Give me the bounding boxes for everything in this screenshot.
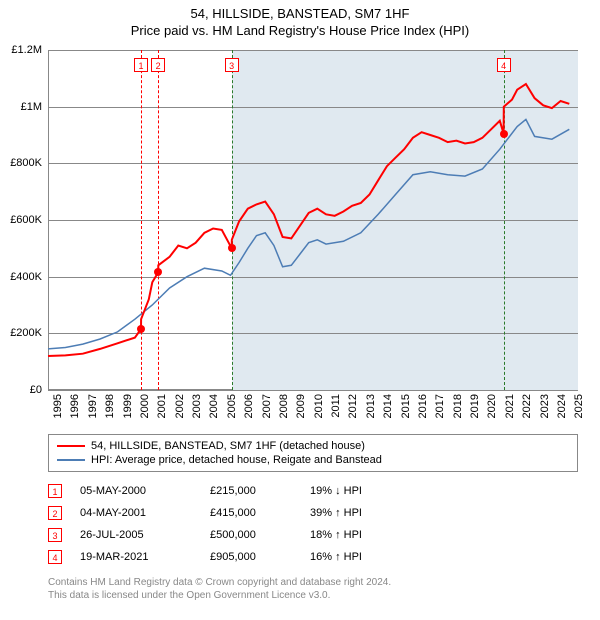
ytick-label: £200K [10, 327, 42, 339]
xtick-label: 2019 [469, 394, 481, 418]
legend: 54, HILLSIDE, BANSTEAD, SM7 1HF (detache… [48, 434, 578, 472]
sale-price: £415,000 [210, 507, 310, 519]
xtick-label: 1996 [69, 394, 81, 418]
xtick-label: 2013 [365, 394, 377, 418]
sale-row: 1 05-MAY-2000£215,00019% ↓ HPI [48, 480, 430, 502]
ytick-label: £400K [10, 271, 42, 283]
ytick-label: £1.2M [11, 44, 42, 56]
chart-container: 54, HILLSIDE, BANSTEAD, SM7 1HF Price pa… [0, 0, 600, 620]
sales-table: 1 05-MAY-2000£215,00019% ↓ HPI 2 04-MAY-200… [48, 480, 430, 568]
chart-area: £0£200K£400K£600K£800K£1M£1.2M1995199619… [48, 50, 578, 390]
xtick-label: 1995 [52, 394, 64, 418]
sale-marker-label: 3 [225, 58, 239, 72]
xtick-label: 1998 [104, 394, 116, 418]
sale-date: 04-MAY-2001 [80, 507, 210, 519]
sale-marker-label: 4 [497, 58, 511, 72]
xtick-label: 2014 [382, 394, 394, 418]
sale-number-icon: 1 [48, 484, 62, 498]
sale-dot [154, 268, 162, 276]
sale-number-icon: 2 [48, 506, 62, 520]
xtick-label: 1999 [122, 394, 134, 418]
xtick-label: 2006 [243, 394, 255, 418]
legend-row: 54, HILLSIDE, BANSTEAD, SM7 1HF (detache… [57, 439, 569, 453]
xtick-label: 2024 [556, 394, 568, 418]
xtick-label: 2025 [573, 394, 585, 418]
xtick-label: 2000 [139, 394, 151, 418]
xtick-label: 2012 [347, 394, 359, 418]
sale-number-icon: 3 [48, 528, 62, 542]
xtick-label: 2005 [226, 394, 238, 418]
sale-pct: 39% ↑ HPI [310, 507, 430, 519]
xtick-label: 2011 [330, 394, 342, 418]
legend-swatch [57, 459, 85, 461]
footer-line: Contains HM Land Registry data © Crown c… [48, 576, 391, 589]
xtick-label: 2003 [191, 394, 203, 418]
ytick-label: £600K [10, 214, 42, 226]
series-lines [48, 50, 578, 390]
sale-row: 3 26-JUL-2005£500,00018% ↑ HPI [48, 524, 430, 546]
xtick-label: 2010 [313, 394, 325, 418]
sale-marker-label: 2 [151, 58, 165, 72]
sale-pct: 19% ↓ HPI [310, 485, 430, 497]
xtick-label: 2021 [504, 394, 516, 418]
footer-attribution: Contains HM Land Registry data © Crown c… [48, 576, 391, 602]
legend-swatch [57, 445, 85, 447]
xtick-label: 1997 [87, 394, 99, 418]
xtick-label: 2001 [156, 394, 168, 418]
xtick-label: 2016 [417, 394, 429, 418]
chart-title: 54, HILLSIDE, BANSTEAD, SM7 1HF [0, 6, 600, 21]
ytick-label: £800K [10, 157, 42, 169]
sale-dot [137, 325, 145, 333]
xtick-label: 2020 [486, 394, 498, 418]
footer-line: This data is licensed under the Open Gov… [48, 589, 391, 602]
legend-label: HPI: Average price, detached house, Reig… [91, 454, 382, 466]
sale-pct: 16% ↑ HPI [310, 551, 430, 563]
sale-date: 26-JUL-2005 [80, 529, 210, 541]
ytick-label: £1M [21, 101, 42, 113]
xtick-label: 2023 [539, 394, 551, 418]
ytick-label: £0 [30, 384, 42, 396]
sale-row: 4 19-MAR-2021£905,00016% ↑ HPI [48, 546, 430, 568]
chart-subtitle: Price paid vs. HM Land Registry's House … [0, 23, 600, 38]
sale-number-icon: 4 [48, 550, 62, 564]
sale-dot [228, 244, 236, 252]
title-block: 54, HILLSIDE, BANSTEAD, SM7 1HF Price pa… [0, 0, 600, 38]
xtick-label: 2008 [278, 394, 290, 418]
sale-dot [500, 130, 508, 138]
sale-date: 19-MAR-2021 [80, 551, 210, 563]
sale-price: £500,000 [210, 529, 310, 541]
xtick-label: 2007 [261, 394, 273, 418]
xtick-label: 2015 [400, 394, 412, 418]
sale-marker-label: 1 [134, 58, 148, 72]
legend-row: HPI: Average price, detached house, Reig… [57, 453, 569, 467]
sale-price: £215,000 [210, 485, 310, 497]
sale-pct: 18% ↑ HPI [310, 529, 430, 541]
xtick-label: 2009 [295, 394, 307, 418]
sale-price: £905,000 [210, 551, 310, 563]
xtick-label: 2022 [521, 394, 533, 418]
xtick-label: 2002 [174, 394, 186, 418]
xtick-label: 2017 [434, 394, 446, 418]
sale-row: 2 04-MAY-2001£415,00039% ↑ HPI [48, 502, 430, 524]
gridline [48, 390, 578, 391]
xtick-label: 2018 [452, 394, 464, 418]
sale-date: 05-MAY-2000 [80, 485, 210, 497]
legend-label: 54, HILLSIDE, BANSTEAD, SM7 1HF (detache… [91, 440, 365, 452]
xtick-label: 2004 [208, 394, 220, 418]
